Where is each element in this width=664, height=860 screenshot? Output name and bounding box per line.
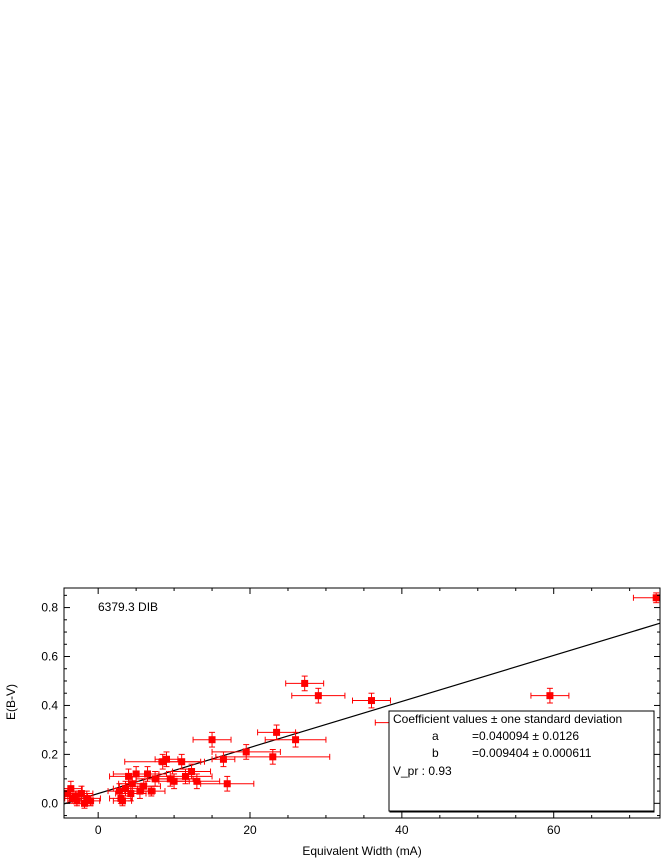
x-tick-label: 20	[243, 823, 257, 837]
plot-frame	[63, 587, 661, 819]
data-points-layer	[64, 592, 660, 809]
point-marker	[144, 770, 152, 778]
point-marker	[652, 594, 660, 602]
point-marker	[83, 794, 91, 802]
point-marker	[118, 797, 126, 805]
y-tick-label: 0.6	[41, 650, 58, 664]
data-point	[264, 731, 327, 748]
point-marker	[67, 785, 75, 793]
point-marker	[80, 799, 88, 807]
y-tick-label: 0.0	[41, 796, 58, 810]
data-point	[530, 687, 570, 704]
fit-param-b-name: b	[432, 746, 439, 760]
point-marker	[162, 755, 170, 763]
x-tick-label: 60	[547, 823, 561, 837]
point-marker	[273, 728, 281, 736]
data-point	[200, 775, 255, 792]
point-marker	[208, 736, 216, 744]
data-point	[211, 744, 281, 760]
fit-param-a-name: a	[432, 729, 439, 743]
point-marker	[546, 692, 554, 700]
point-marker	[128, 780, 136, 788]
data-point	[72, 790, 101, 807]
point-marker	[121, 785, 129, 793]
point-marker	[292, 736, 300, 744]
x-axis-ticks: 0 20 40 60	[95, 588, 631, 837]
point-marker	[301, 679, 309, 687]
point-marker	[166, 775, 174, 783]
data-point	[80, 795, 101, 807]
chart-annotation: 6379.3 DIB	[98, 600, 158, 614]
data-point	[352, 692, 391, 709]
point-marker	[181, 772, 189, 780]
data-point	[285, 675, 325, 692]
point-marker	[127, 790, 135, 798]
y-tick-label: 0.4	[41, 698, 58, 712]
point-marker	[77, 790, 85, 798]
point-marker	[178, 758, 186, 766]
point-marker	[269, 753, 277, 761]
x-tick-label: 40	[395, 823, 409, 837]
point-marker	[193, 777, 201, 785]
fit-param-b-value: =0.009404 ± 0.000611	[472, 746, 592, 760]
point-marker	[87, 797, 95, 805]
point-marker	[219, 755, 227, 763]
y-tick-label: 0.2	[41, 747, 58, 761]
point-marker	[223, 780, 231, 788]
data-point	[215, 748, 331, 765]
point-marker	[367, 697, 375, 705]
fit-results-title: Coefficient values ± one standard deviat…	[393, 712, 622, 726]
plot-area: 0 20 40 60 0.0 0.2 0.4 0.6 0.8	[41, 587, 661, 837]
fit-param-a-value: =0.040094 ± 0.0126	[472, 729, 579, 743]
x-tick-label: 0	[95, 823, 102, 837]
data-point	[291, 687, 346, 704]
point-marker	[64, 790, 72, 798]
fit-results-box: Coefficient values ± one standard deviat…	[388, 710, 655, 813]
fit-results-border	[388, 710, 655, 812]
y-axis-label: E(B-V)	[4, 684, 18, 720]
point-marker	[314, 692, 322, 700]
point-marker	[115, 787, 123, 795]
fit-vpr: V_pr : 0.93	[393, 764, 452, 778]
data-point	[158, 753, 205, 770]
point-marker	[242, 748, 250, 756]
data-point	[632, 592, 660, 604]
point-marker	[140, 782, 148, 790]
point-marker	[188, 768, 196, 776]
y-tick-label: 0.8	[41, 601, 58, 615]
y-axis-ticks: 0.0 0.2 0.4 0.6 0.8	[41, 594, 660, 817]
data-point	[192, 731, 232, 748]
point-marker	[147, 787, 155, 795]
x-axis-label: Equivalent Width (mA)	[302, 844, 421, 858]
